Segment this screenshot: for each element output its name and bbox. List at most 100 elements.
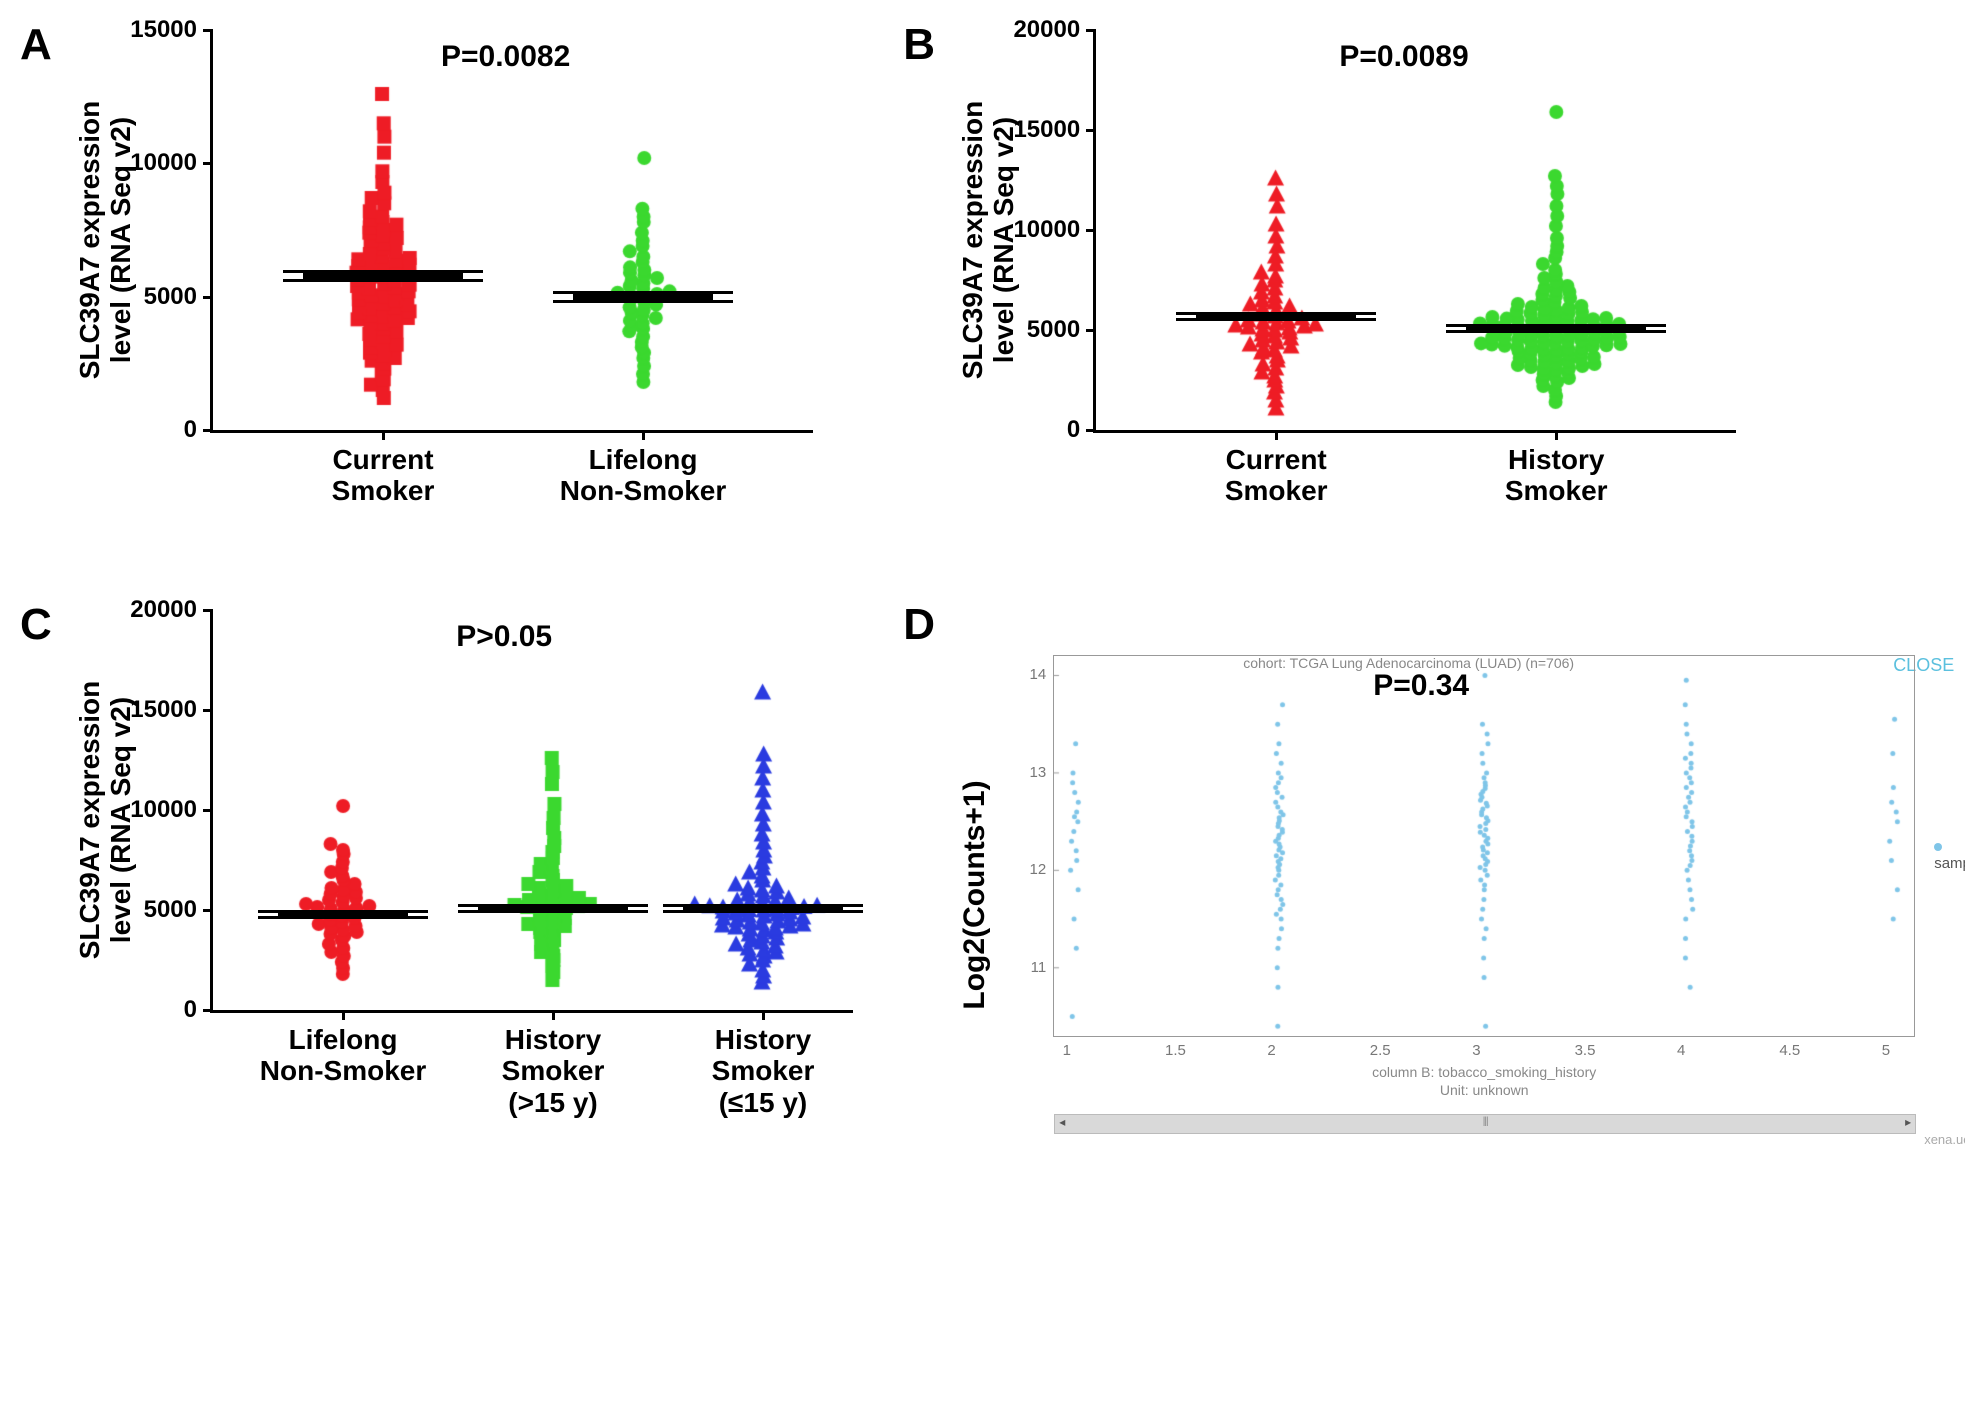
- y-tick-mark: [203, 296, 213, 299]
- chart-wrap: SLC39A7 expression level (RNA Seq v2)050…: [80, 30, 830, 433]
- x-tick-label: History Smoker (>15 y): [443, 1024, 663, 1118]
- scroll-left-icon[interactable]: ◂: [1059, 1115, 1065, 1129]
- plot-area: 050001000015000P=0.0082Current SmokerLif…: [210, 30, 813, 433]
- x-tick-label: 3.5: [1575, 1042, 1596, 1059]
- y-tick-label: 5000: [970, 316, 1080, 344]
- panel-letter: C: [20, 600, 52, 650]
- sem-bar: [458, 910, 648, 913]
- p-value: P=0.0082: [441, 40, 570, 74]
- x-tick-label: Lifelong Non-Smoker: [233, 1024, 453, 1087]
- y-tick-label: 14: [1030, 666, 1047, 683]
- x-tick-mark: [552, 1010, 555, 1020]
- scroll-right-icon[interactable]: ▸: [1905, 1115, 1911, 1129]
- y-tick-label: 0: [87, 416, 197, 444]
- y-tick-mark: [203, 429, 213, 432]
- sem-bar: [1446, 324, 1666, 327]
- sem-bar: [1176, 312, 1376, 315]
- y-tick-mark: [1086, 429, 1096, 432]
- x-tick-label: Current Smoker: [1166, 444, 1386, 507]
- chart-wrap: cohort: TCGA Lung Adenocarcinoma (LUAD) …: [963, 655, 1940, 1037]
- x-tick-label: 1: [1063, 1042, 1071, 1059]
- x-tick-label: History Smoker (≤15 y): [653, 1024, 873, 1118]
- x-tick-mark: [1555, 430, 1558, 440]
- x-tick-mark: [342, 1010, 345, 1020]
- y-tick-mark: [203, 609, 213, 612]
- panel-c: C SLC39A7 expression level (RNA Seq v2)05…: [20, 600, 903, 1200]
- p-value: P>0.05: [456, 620, 552, 654]
- x-tick-label: 4: [1677, 1042, 1685, 1059]
- scatter-canvas: [213, 610, 853, 1010]
- scroll-grip-icon: |||: [1483, 1116, 1488, 1127]
- x-tick-label: 2: [1267, 1042, 1275, 1059]
- y-tick-label: 15000: [970, 116, 1080, 144]
- x-tick-mark: [382, 430, 385, 440]
- y-tick-mark: [203, 29, 213, 32]
- chart-wrap: SLC39A7 expression level (RNA Seq v2)050…: [963, 30, 1753, 433]
- y-tick-mark: [203, 1009, 213, 1012]
- x-tick-label: 2.5: [1370, 1042, 1391, 1059]
- y-tick-mark: [1086, 29, 1096, 32]
- x-axis-title: column B: tobacco_smoking_history: [1054, 1064, 1914, 1080]
- panel-letter: D: [903, 600, 935, 650]
- sem-bar: [283, 279, 483, 282]
- sem-bar: [1176, 318, 1376, 321]
- plot-area: 1112131411.522.533.544.55samplecolumn B:…: [1053, 655, 1915, 1037]
- x-tick-label: Current Smoker: [273, 444, 493, 507]
- sem-bar: [553, 300, 733, 303]
- scatter-canvas: [213, 30, 813, 430]
- panel-d: Dcohort: TCGA Lung Adenocarcinoma (LUAD)…: [903, 600, 1940, 1200]
- x-tick-label: 5: [1882, 1042, 1890, 1059]
- y-tick-mark: [203, 162, 213, 165]
- sem-bar: [553, 291, 733, 294]
- sem-bar: [663, 910, 863, 913]
- scrollbar[interactable]: ◂ ▸ |||: [1054, 1114, 1916, 1134]
- panel-letter: A: [20, 20, 52, 70]
- sem-bar: [258, 910, 428, 913]
- sem-bar: [283, 270, 483, 273]
- chart-wrap: SLC39A7 expression level (RNA Seq v2)050…: [80, 610, 870, 1013]
- sem-bar: [1446, 330, 1666, 333]
- legend-marker-icon: [1934, 843, 1942, 851]
- scatter-canvas: [1054, 656, 1914, 1036]
- x-tick-mark: [1275, 430, 1278, 440]
- y-tick-label: 0: [87, 996, 197, 1024]
- x-tick-label: Lifelong Non-Smoker: [533, 444, 753, 507]
- y-tick-mark: [203, 909, 213, 912]
- y-tick-label: 10000: [87, 796, 197, 824]
- y-tick-mark: [203, 809, 213, 812]
- x-tick-mark: [762, 1010, 765, 1020]
- y-tick-label: 10000: [970, 216, 1080, 244]
- y-tick-label: 15000: [87, 696, 197, 724]
- y-tick-mark: [1086, 129, 1096, 132]
- scatter-canvas: [1096, 30, 1736, 430]
- panel-a: ASLC39A7 expression level (RNA Seq v2)05…: [20, 20, 903, 580]
- y-tick-mark: [1086, 329, 1096, 332]
- x-tick-label: 3: [1472, 1042, 1480, 1059]
- y-tick-label: 11: [1031, 959, 1047, 976]
- y-tick-label: 20000: [970, 16, 1080, 44]
- y-tick-label: 10000: [87, 149, 197, 177]
- legend-label: sample: [1934, 855, 1965, 872]
- y-tick-label: 15000: [87, 16, 197, 44]
- panel-letter: B: [903, 20, 935, 70]
- y-tick-label: 20000: [87, 596, 197, 624]
- sem-bar: [258, 916, 428, 919]
- y-tick-label: 13: [1030, 764, 1047, 781]
- x-tick-label: History Smoker: [1446, 444, 1666, 507]
- sem-bar: [663, 904, 863, 907]
- plot-area: 05000100001500020000P>0.05Lifelong Non-S…: [210, 610, 853, 1013]
- figure-grid: ASLC39A7 expression level (RNA Seq v2)05…: [20, 20, 1940, 1200]
- x-tick-label: 4.5: [1779, 1042, 1800, 1059]
- y-tick-mark: [203, 709, 213, 712]
- watermark: xena.ucsc.edu: [1924, 1132, 1965, 1147]
- panel-b: B SLC39A7 expression level (RNA Seq v2)05…: [903, 20, 1940, 580]
- x-tick-label: 1.5: [1165, 1042, 1186, 1059]
- y-tick-label: 0: [970, 416, 1080, 444]
- x-axis-subtitle: Unit: unknown: [1054, 1082, 1914, 1098]
- p-value: P=0.0089: [1339, 40, 1468, 74]
- y-tick-mark: [1086, 229, 1096, 232]
- y-tick-label: 5000: [87, 896, 197, 924]
- y-axis-title: SLC39A7 expression level (RNA Seq v2): [75, 40, 137, 440]
- y-tick-label: 5000: [87, 283, 197, 311]
- y-axis-title: Log2(Counts+1): [958, 705, 991, 1085]
